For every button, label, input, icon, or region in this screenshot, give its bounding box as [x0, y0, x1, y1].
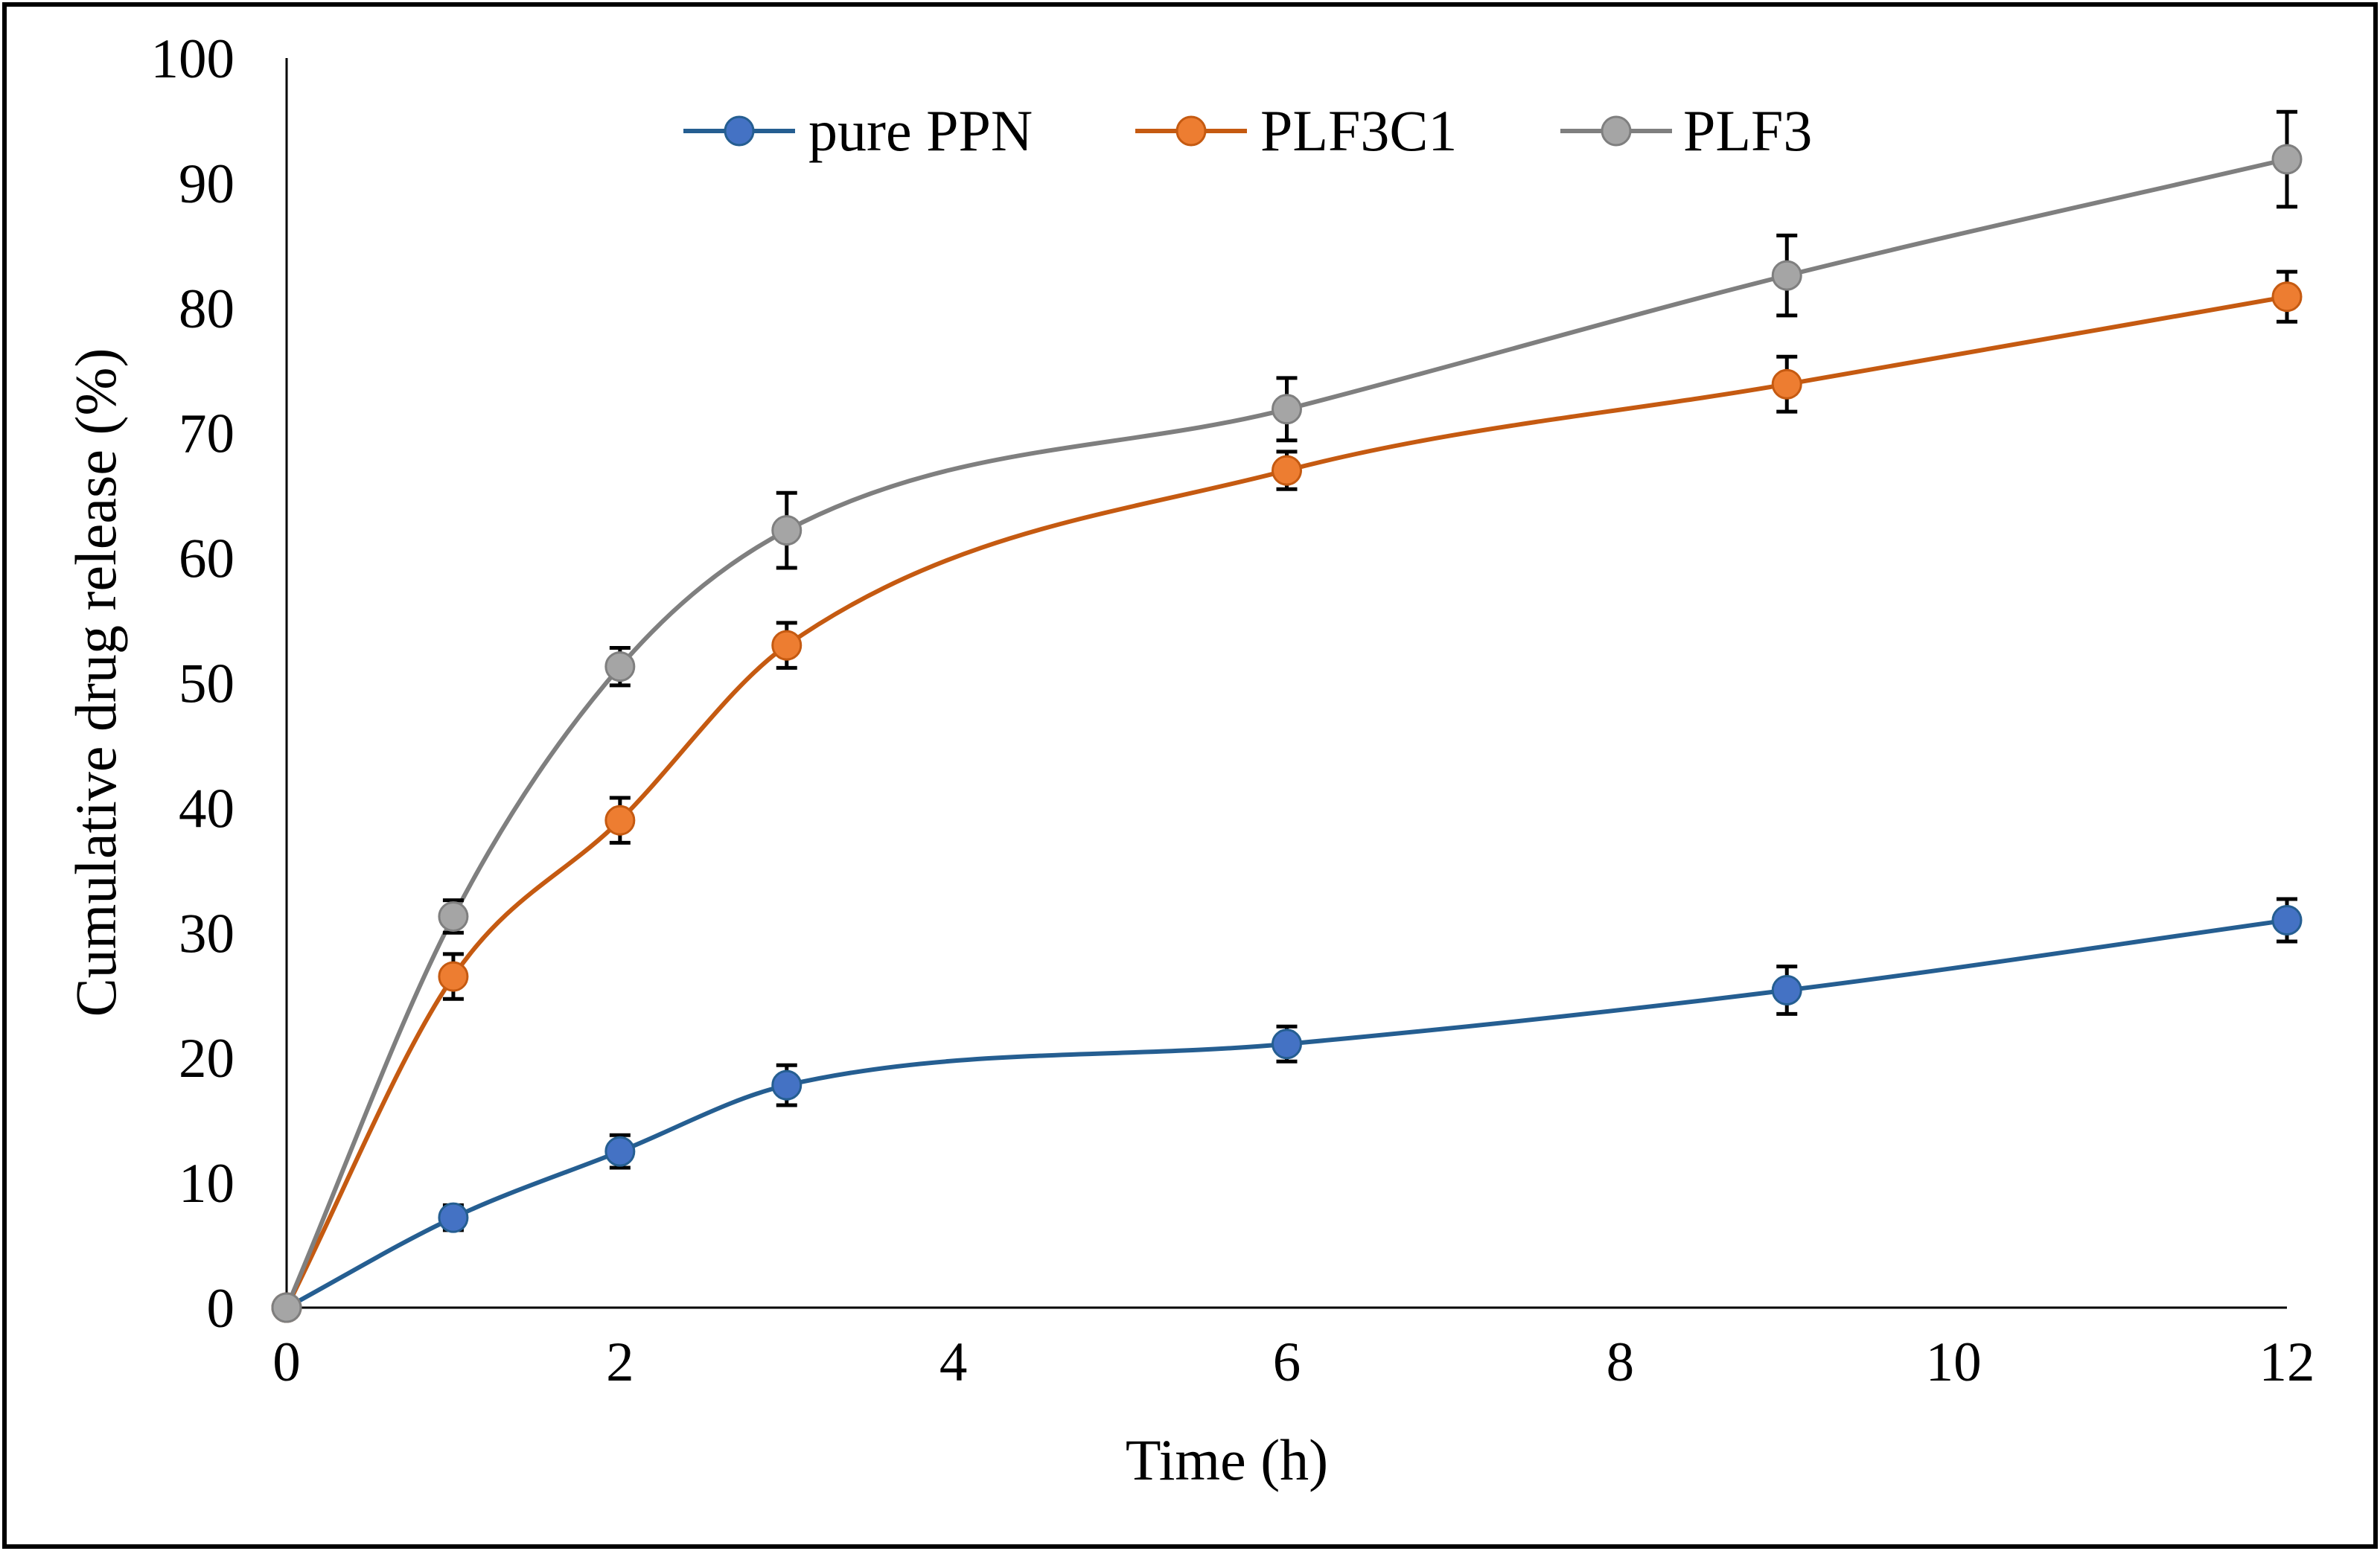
y-tick-label: 20	[179, 1028, 235, 1090]
data-point-pure-ppn	[1272, 1029, 1302, 1060]
legend-marker-pure-ppn	[724, 115, 755, 147]
x-tick-labels: 0 2 4 6 8 10 12	[272, 1331, 2314, 1393]
data-point-plf3	[438, 901, 469, 932]
data-point-plf3c1	[438, 961, 469, 992]
data-point-plf3	[1771, 260, 1802, 291]
y-tick-label: 60	[179, 528, 235, 590]
x-tick-label: 6	[1273, 1331, 1301, 1393]
x-tick-label: 8	[1607, 1331, 1635, 1393]
x-tick-label: 10	[1926, 1331, 1982, 1393]
data-point-plf3	[271, 1292, 302, 1323]
data-point-plf3	[2271, 144, 2303, 175]
data-point-plf3c1	[604, 805, 636, 836]
data-point-plf3c1	[2271, 281, 2303, 313]
legend-label-plf3: PLF3	[1683, 98, 1812, 163]
y-tick-label: 0	[207, 1278, 235, 1340]
y-tick-label: 50	[179, 653, 235, 715]
y-tick-labels: 0 10 20 30 40 50 60 70 80 90 100	[151, 28, 235, 1340]
x-axis-label: Time (h)	[1126, 1427, 1328, 1492]
data-point-plf3c1	[771, 630, 803, 661]
y-tick-label: 90	[179, 153, 235, 215]
x-tick-label: 4	[939, 1331, 968, 1393]
series-line-pure-ppn	[285, 918, 2288, 1310]
y-axis-label: Cumulative drug release (%)	[63, 348, 128, 1017]
legend-label-pure-ppn: pure PPN	[808, 98, 1033, 163]
data-point-pure-ppn	[604, 1136, 636, 1167]
data-point-plf3c1	[1771, 368, 1802, 400]
data-point-plf3	[604, 651, 636, 682]
data-point-pure-ppn	[2271, 905, 2303, 936]
data-markers	[271, 144, 2303, 1323]
y-tick-label: 30	[179, 903, 235, 965]
y-tick-label: 100	[151, 28, 235, 90]
axes	[285, 58, 2287, 1309]
y-tick-label: 10	[179, 1153, 235, 1215]
data-point-pure-ppn	[1771, 975, 1802, 1006]
y-tick-label: 70	[179, 403, 235, 465]
legend-marker-plf3	[1601, 115, 1632, 147]
data-point-pure-ppn	[771, 1069, 803, 1101]
x-tick-label: 0	[272, 1331, 301, 1393]
data-point-plf3c1	[1272, 455, 1302, 486]
y-tick-label: 80	[179, 278, 235, 340]
x-tick-label: 2	[606, 1331, 634, 1393]
legend-label-plf3c1: PLF3C1	[1260, 98, 1457, 163]
legend: pure PPN PLF3C1 PLF3	[683, 98, 1812, 163]
data-point-plf3	[771, 515, 803, 546]
data-point-pure-ppn	[438, 1202, 469, 1233]
y-tick-label: 40	[179, 778, 235, 840]
legend-marker-plf3c1	[1175, 115, 1207, 147]
x-tick-label: 12	[2259, 1331, 2315, 1393]
data-point-plf3	[1272, 394, 1302, 425]
